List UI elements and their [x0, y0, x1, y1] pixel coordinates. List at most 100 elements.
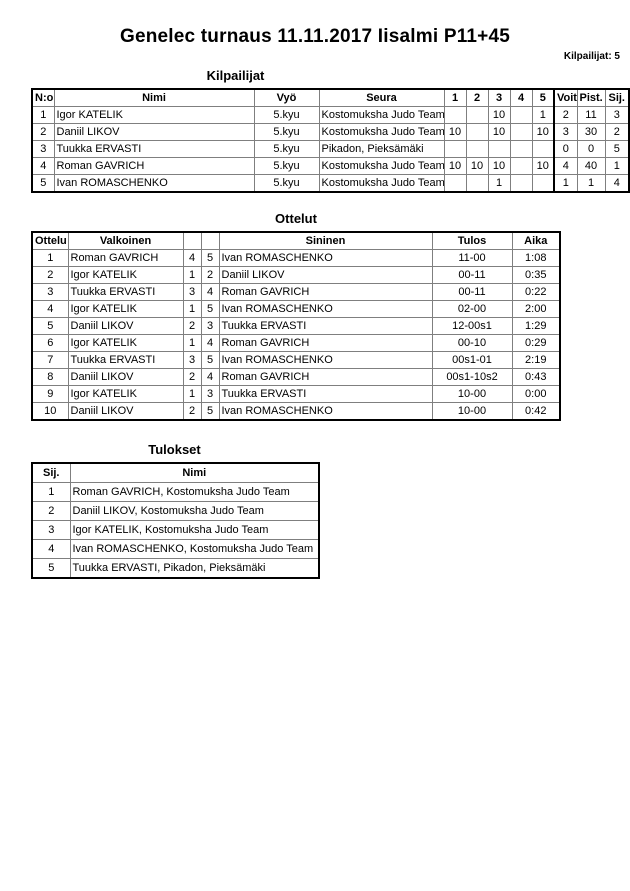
col-white-number: [182, 231, 202, 250]
competitor-score-vs-1: 10: [443, 157, 467, 175]
table-row: 2 Igor KATELIK 1 2 Daniil LIKOV 00-11 0:35: [31, 266, 561, 284]
competitors-table: N:o Nimi Vyö Seura 1 2 3 4 5 Voit. Pist.…: [31, 88, 630, 193]
table-row: 3 Igor KATELIK, Kostomuksha Judo Team: [31, 520, 320, 540]
entrant-count-label: Kilpailijat: 5: [563, 51, 620, 62]
table-row: 3 Tuukka ERVASTI 3 4 Roman GAVRICH 00-11 0:22: [31, 283, 561, 301]
competitor-belt: 5.kyu: [253, 140, 320, 158]
match-number: 1: [31, 249, 69, 267]
competitor-score-vs-1: [443, 174, 467, 193]
col-opponent-4: 4: [509, 88, 533, 107]
table-header-row: Sij. Nimi: [31, 462, 320, 483]
match-blue-name: Roman GAVRICH: [218, 283, 433, 301]
competitor-wins: 2: [553, 106, 578, 124]
col-belt: Vyö: [253, 88, 320, 107]
match-result: 12-00s1: [431, 317, 513, 335]
col-opponent-1: 1: [443, 88, 467, 107]
result-rank: 5: [31, 558, 71, 579]
match-white-number: 2: [182, 368, 202, 386]
table-row: 1 Roman GAVRICH, Kostomuksha Judo Team: [31, 482, 320, 502]
competitor-name: Roman GAVRICH: [53, 157, 255, 175]
result-name: Daniil LIKOV, Kostomuksha Judo Team: [69, 501, 320, 521]
competitor-belt: 5.kyu: [253, 157, 320, 175]
match-number: 5: [31, 317, 69, 335]
competitor-rank: 4: [604, 174, 630, 193]
competitor-wins: 3: [553, 123, 578, 141]
match-white-name: Igor KATELIK: [67, 300, 184, 318]
competitor-score-vs-3: 10: [487, 106, 511, 124]
match-white-number: 1: [182, 334, 202, 352]
match-time: 2:19: [511, 351, 561, 369]
match-blue-number: 4: [200, 334, 220, 352]
match-white-name: Daniil LIKOV: [67, 402, 184, 421]
competitor-points: 11: [576, 106, 606, 124]
result-name: Tuukka ERVASTI, Pikadon, Pieksämäki: [69, 558, 320, 579]
match-number: 9: [31, 385, 69, 403]
col-number: N:o: [31, 88, 55, 107]
result-rank: 3: [31, 520, 71, 540]
competitor-points: 30: [576, 123, 606, 141]
competitor-name: Tuukka ERVASTI: [53, 140, 255, 158]
match-time: 0:22: [511, 283, 561, 301]
table-row: 4 Igor KATELIK 1 5 Ivan ROMASCHENKO 02-00 2:00: [31, 300, 561, 318]
match-white-number: 1: [182, 266, 202, 284]
match-result: 02-00: [431, 300, 513, 318]
match-blue-name: Daniil LIKOV: [218, 266, 433, 284]
match-blue-name: Ivan ROMASCHENKO: [218, 402, 433, 421]
competitor-belt: 5.kyu: [253, 174, 320, 193]
competitor-name: Daniil LIKOV: [53, 123, 255, 141]
match-white-name: Daniil LIKOV: [67, 368, 184, 386]
table-row: 2 Daniil LIKOV 5.kyu Kostomuksha Judo Team 1…: [31, 123, 630, 141]
competitor-club: Pikadon, Pieksämäki: [318, 140, 445, 158]
competitor-score-vs-3: [487, 140, 511, 158]
match-blue-name: Roman GAVRICH: [218, 334, 433, 352]
col-wins: Voit.: [553, 88, 578, 107]
competitor-score-vs-2: [465, 174, 489, 193]
match-number: 7: [31, 351, 69, 369]
competitor-score-vs-4: [509, 174, 533, 193]
match-blue-number: 5: [200, 351, 220, 369]
match-blue-name: Ivan ROMASCHENKO: [218, 249, 433, 267]
competitor-score-vs-5: 10: [531, 157, 555, 175]
result-name: Igor KATELIK, Kostomuksha Judo Team: [69, 520, 320, 540]
match-white-name: Igor KATELIK: [67, 334, 184, 352]
col-white: Valkoinen: [67, 231, 184, 250]
col-points: Pist.: [576, 88, 606, 107]
table-row: 4 Ivan ROMASCHENKO, Kostomuksha Judo Team: [31, 539, 320, 559]
competitor-score-vs-1: 10: [443, 123, 467, 141]
col-club: Seura: [318, 88, 445, 107]
match-white-name: Roman GAVRICH: [67, 249, 184, 267]
match-time: 0:43: [511, 368, 561, 386]
competitor-number: 3: [31, 140, 55, 158]
competitor-score-vs-4: [509, 140, 533, 158]
col-blue-number: [200, 231, 220, 250]
match-result: 00s1-10s2: [431, 368, 513, 386]
competitor-name: Ivan ROMASCHENKO: [53, 174, 255, 193]
competitor-number: 5: [31, 174, 55, 193]
col-match-number: Ottelu: [31, 231, 69, 250]
match-white-number: 1: [182, 385, 202, 403]
match-white-name: Igor KATELIK: [67, 385, 184, 403]
match-result: 00s1-01: [431, 351, 513, 369]
results-section-caption: Tulokset: [148, 442, 201, 457]
match-number: 3: [31, 283, 69, 301]
competitor-score-vs-5: 1: [531, 106, 555, 124]
table-header-row: N:o Nimi Vyö Seura 1 2 3 4 5 Voit. Pist.…: [31, 88, 630, 107]
table-row: 7 Tuukka ERVASTI 3 5 Ivan ROMASCHENKO 00s1-01…: [31, 351, 561, 369]
competitor-score-vs-4: [509, 157, 533, 175]
match-time: 0:29: [511, 334, 561, 352]
match-white-name: Tuukka ERVASTI: [67, 283, 184, 301]
table-row: 6 Igor KATELIK 1 4 Roman GAVRICH 00-10 0:29: [31, 334, 561, 352]
match-white-number: 4: [182, 249, 202, 267]
table-row: 5 Tuukka ERVASTI, Pikadon, Pieksämäki: [31, 558, 320, 579]
match-time: 0:35: [511, 266, 561, 284]
table-row: 4 Roman GAVRICH 5.kyu Kostomuksha Judo Team…: [31, 157, 630, 175]
competitor-score-vs-5: [531, 174, 555, 193]
match-number: 2: [31, 266, 69, 284]
competitor-rank: 2: [604, 123, 630, 141]
match-result: 00-11: [431, 266, 513, 284]
result-rank: 1: [31, 482, 71, 502]
match-result: 11-00: [431, 249, 513, 267]
match-white-number: 3: [182, 351, 202, 369]
table-row: 5 Daniil LIKOV 2 3 Tuukka ERVASTI 12-00s1 1:29: [31, 317, 561, 335]
match-number: 8: [31, 368, 69, 386]
